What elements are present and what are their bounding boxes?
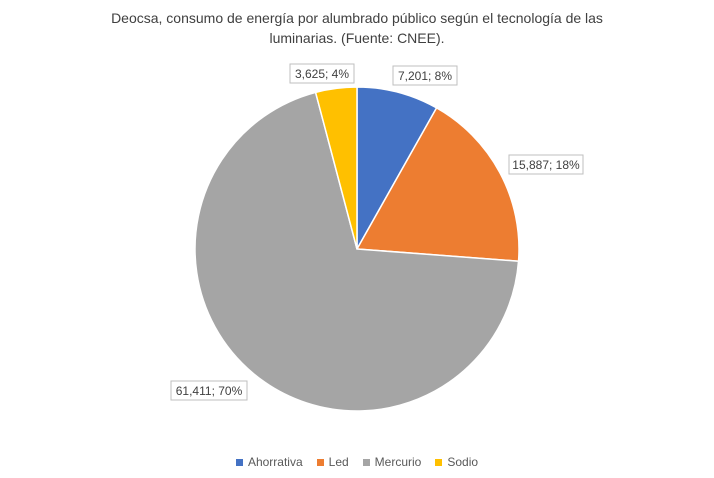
data-label-mercurio: 61,411; 70%: [170, 380, 248, 401]
legend-item-led: Led: [316, 455, 349, 469]
legend-item-sodio: Sodio: [435, 455, 478, 469]
legend-item-ahorrativa: Ahorrativa: [235, 455, 303, 469]
pie-slice-mercurio: [194, 91, 520, 412]
legend-swatch-led: [316, 458, 324, 466]
legend: Ahorrativa Led Mercurio Sodio: [0, 455, 714, 469]
pie-slice-led: [355, 106, 520, 263]
data-label-text: 3,625; 4%: [295, 67, 349, 81]
legend-item-mercurio: Mercurio: [362, 455, 422, 469]
data-label-text: 7,201; 8%: [398, 69, 452, 83]
chart-title: Deocsa, consumo de energía por alumbrado…: [60, 8, 654, 48]
legend-swatch-mercurio: [362, 458, 370, 466]
legend-swatch-sodio: [435, 458, 443, 466]
legend-label-mercurio: Mercurio: [374, 455, 422, 469]
data-label-led: 15,887; 18%: [508, 154, 584, 175]
data-label-box: [392, 65, 458, 86]
data-label-sodio: 3,625; 4%: [289, 63, 355, 84]
data-label-box: [289, 63, 355, 84]
legend-label-sodio: Sodio: [447, 455, 479, 469]
data-label-box: [170, 380, 248, 401]
pie-slice-sodio: [314, 86, 358, 250]
data-label-ahorrativa: 7,201; 8%: [392, 65, 458, 86]
legend-swatch-ahorrativa: [235, 458, 243, 466]
legend-label-ahorrativa: Ahorrativa: [247, 455, 303, 469]
legend-label-led: Led: [328, 455, 349, 469]
data-label-text: 61,411; 70%: [176, 384, 243, 398]
chart-title-line-1: Deocsa, consumo de energía por alumbrado…: [111, 10, 603, 26]
data-label-text: 15,887; 18%: [512, 158, 580, 172]
pie-chart: 7,201; 8% 15,887; 18% 61,411; 70% 3,625; 4%: [170, 63, 584, 412]
data-label-box: [508, 154, 584, 175]
chart-title-line-2: luminarias. (Fuente: CNEE).: [269, 30, 445, 46]
